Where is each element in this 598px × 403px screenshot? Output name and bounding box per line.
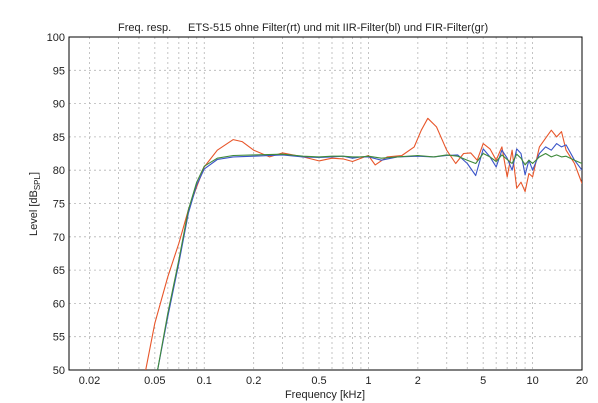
y-tick-label: 60 — [53, 298, 65, 310]
x-tick-label: 2 — [415, 375, 421, 387]
y-tick-label: 75 — [53, 199, 65, 211]
x-tick-label: 0.02 — [79, 375, 100, 387]
x-tick-label: 0.5 — [311, 375, 326, 387]
chart-title: ETS-515 ohne Filter(rt) und mit IIR-Filt… — [188, 22, 488, 34]
series-layer — [145, 117, 582, 370]
y-tick-label: 100 — [47, 32, 65, 44]
y-tick-label: 85 — [53, 132, 65, 144]
x-tick-label: 1 — [365, 375, 371, 387]
x-axis-label: Frequency [kHz] — [285, 389, 365, 401]
x-tick-labels: 0.02 0.05 0.1 0.2 0.5 1 2 5 10 20 — [79, 375, 588, 387]
plot-frame — [68, 36, 583, 371]
y-tick-label: 95 — [53, 65, 65, 77]
y-tick-label: 90 — [53, 99, 65, 111]
y-tick-label: 65 — [53, 265, 65, 277]
grid-lines — [69, 37, 582, 370]
x-tick-label: 0.1 — [197, 375, 212, 387]
y-axis-label: Level [dBSPL] — [28, 172, 42, 236]
x-tick-label: 10 — [526, 375, 538, 387]
y-tick-labels: 50 55 60 65 70 75 80 85 90 95 100 — [47, 32, 65, 377]
x-tick-label: 0.2 — [246, 375, 261, 387]
y-axis-label-end: ] — [28, 172, 40, 175]
x-tick-label: 20 — [576, 375, 588, 387]
series-line-green — [157, 152, 582, 370]
y-tick-label: 70 — [53, 232, 65, 244]
y-axis-label-main: Level [dB — [28, 190, 40, 236]
y-tick-label: 55 — [53, 332, 65, 344]
y-tick-label: 50 — [53, 365, 65, 377]
y-tick-label: 80 — [53, 165, 65, 177]
series-line-red — [145, 117, 582, 370]
x-tick-label: 0.05 — [144, 375, 165, 387]
x-tick-label: 5 — [480, 375, 486, 387]
y-axis-label-sub: SPL — [33, 174, 42, 190]
chart-title-left: Freq. resp. — [118, 22, 171, 34]
